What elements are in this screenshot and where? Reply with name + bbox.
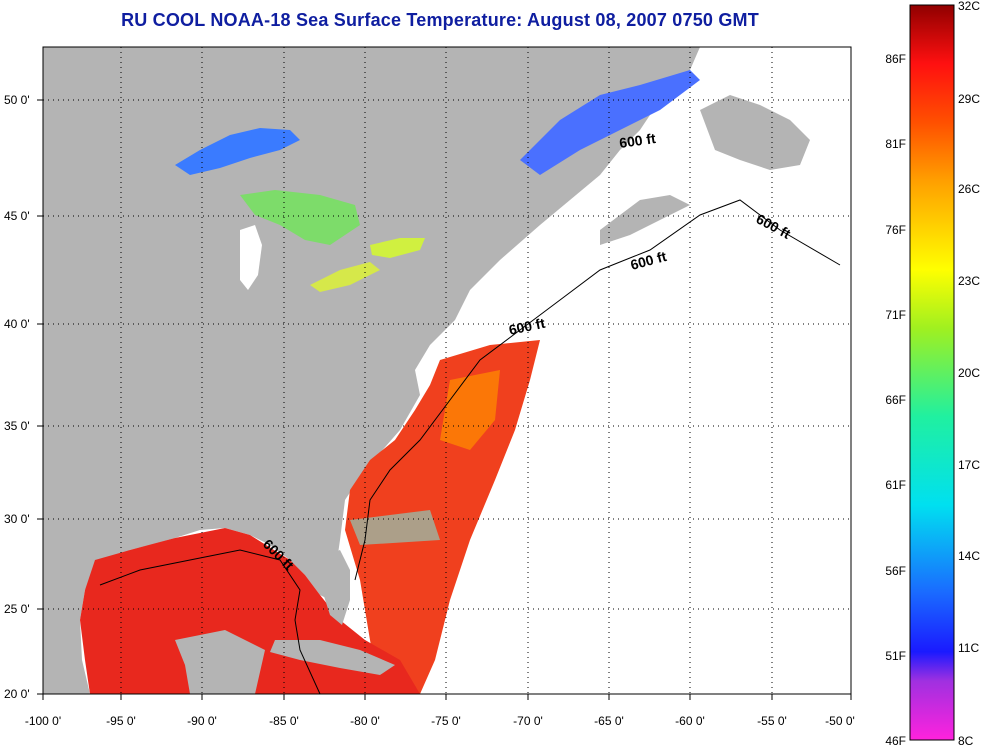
colorbar-celsius-labels: 32C 29C 26C 23C 20C 17C 14C 11C 8C bbox=[958, 0, 980, 748]
lon-tick-label: -50 0' bbox=[825, 714, 855, 728]
map-title: RU COOL NOAA-18 Sea Surface Temperature:… bbox=[121, 10, 759, 30]
celsius-label: 17C bbox=[958, 458, 980, 472]
fahrenheit-label: 71F bbox=[885, 308, 906, 322]
isobath-gulf bbox=[99, 549, 321, 694]
temperature-colorbar bbox=[909, 4, 955, 741]
nova-scotia-land bbox=[600, 195, 690, 245]
fahrenheit-label: 66F bbox=[885, 393, 906, 407]
longitude-labels: -100 0' -95 0' -90 0' -85 0' -80 0' -75 … bbox=[25, 714, 855, 728]
celsius-label: 20C bbox=[958, 366, 980, 380]
lake-superior bbox=[175, 128, 300, 175]
north-america-land bbox=[43, 47, 700, 694]
lat-tick-label: 20 0' bbox=[4, 687, 30, 701]
lon-tick-label: -80 0' bbox=[350, 714, 380, 728]
lon-tick-label: -65 0' bbox=[594, 714, 624, 728]
cuba-land bbox=[270, 640, 395, 675]
lon-tick-label: -100 0' bbox=[25, 714, 61, 728]
lat-tick-label: 45 0' bbox=[4, 209, 30, 223]
lon-tick-label: -95 0' bbox=[106, 714, 136, 728]
celsius-label: 29C bbox=[958, 92, 980, 106]
lon-tick-label: -85 0' bbox=[269, 714, 299, 728]
contour-label: 600 ft bbox=[507, 315, 546, 338]
lon-tick-label: -55 0' bbox=[757, 714, 787, 728]
celsius-label: 23C bbox=[958, 274, 980, 288]
isobath-atlantic bbox=[354, 199, 841, 581]
celsius-label: 14C bbox=[958, 549, 980, 563]
lake-ontario bbox=[370, 238, 425, 258]
celsius-label: 11C bbox=[958, 641, 979, 655]
lon-tick-label: -75 0' bbox=[431, 714, 461, 728]
lake-erie bbox=[310, 262, 380, 292]
axis-ticks bbox=[37, 99, 852, 700]
lon-tick-label: -60 0' bbox=[675, 714, 705, 728]
contour-label: 600 ft bbox=[618, 130, 657, 151]
map-panel: 600 ft 600 ft 600 ft 600 ft 600 ft bbox=[43, 47, 851, 694]
lat-tick-label: 35 0' bbox=[4, 419, 30, 433]
fahrenheit-label: 56F bbox=[885, 564, 906, 578]
celsius-label: 8C bbox=[958, 734, 974, 748]
fahrenheit-label: 46F bbox=[885, 734, 906, 748]
yucatan-land bbox=[175, 630, 265, 694]
lon-tick-label: -70 0' bbox=[513, 714, 543, 728]
celsius-label: 26C bbox=[958, 182, 980, 196]
lat-tick-label: 50 0' bbox=[4, 93, 30, 107]
fahrenheit-label: 76F bbox=[885, 223, 906, 237]
lat-tick-label: 25 0' bbox=[4, 602, 30, 616]
newfoundland-land bbox=[700, 95, 810, 170]
fahrenheit-label: 86F bbox=[885, 52, 906, 66]
florida-land bbox=[315, 550, 350, 625]
colorbar-fahrenheit-labels: 86F 81F 76F 71F 66F 61F 56F 51F 46F bbox=[885, 52, 906, 748]
celsius-label: 32C bbox=[958, 0, 980, 13]
atlantic-sst-swath bbox=[345, 340, 540, 694]
fahrenheit-label: 61F bbox=[885, 478, 906, 492]
lake-huron bbox=[240, 190, 360, 245]
lon-tick-label: -90 0' bbox=[187, 714, 217, 728]
st-lawrence-water bbox=[520, 70, 700, 175]
map-frame bbox=[42, 46, 852, 695]
fahrenheit-label: 51F bbox=[885, 649, 906, 663]
latitude-labels: 20 0' 25 0' 30 0' 35 0' 40 0' 45 0' 50 0… bbox=[4, 93, 30, 701]
fahrenheit-label: 81F bbox=[885, 137, 906, 151]
atlantic-cool-band bbox=[350, 510, 440, 545]
lat-tick-label: 30 0' bbox=[4, 512, 30, 526]
lat-tick-label: 40 0' bbox=[4, 317, 30, 331]
atlantic-warm-patch bbox=[440, 370, 500, 450]
lake-michigan bbox=[240, 225, 262, 290]
